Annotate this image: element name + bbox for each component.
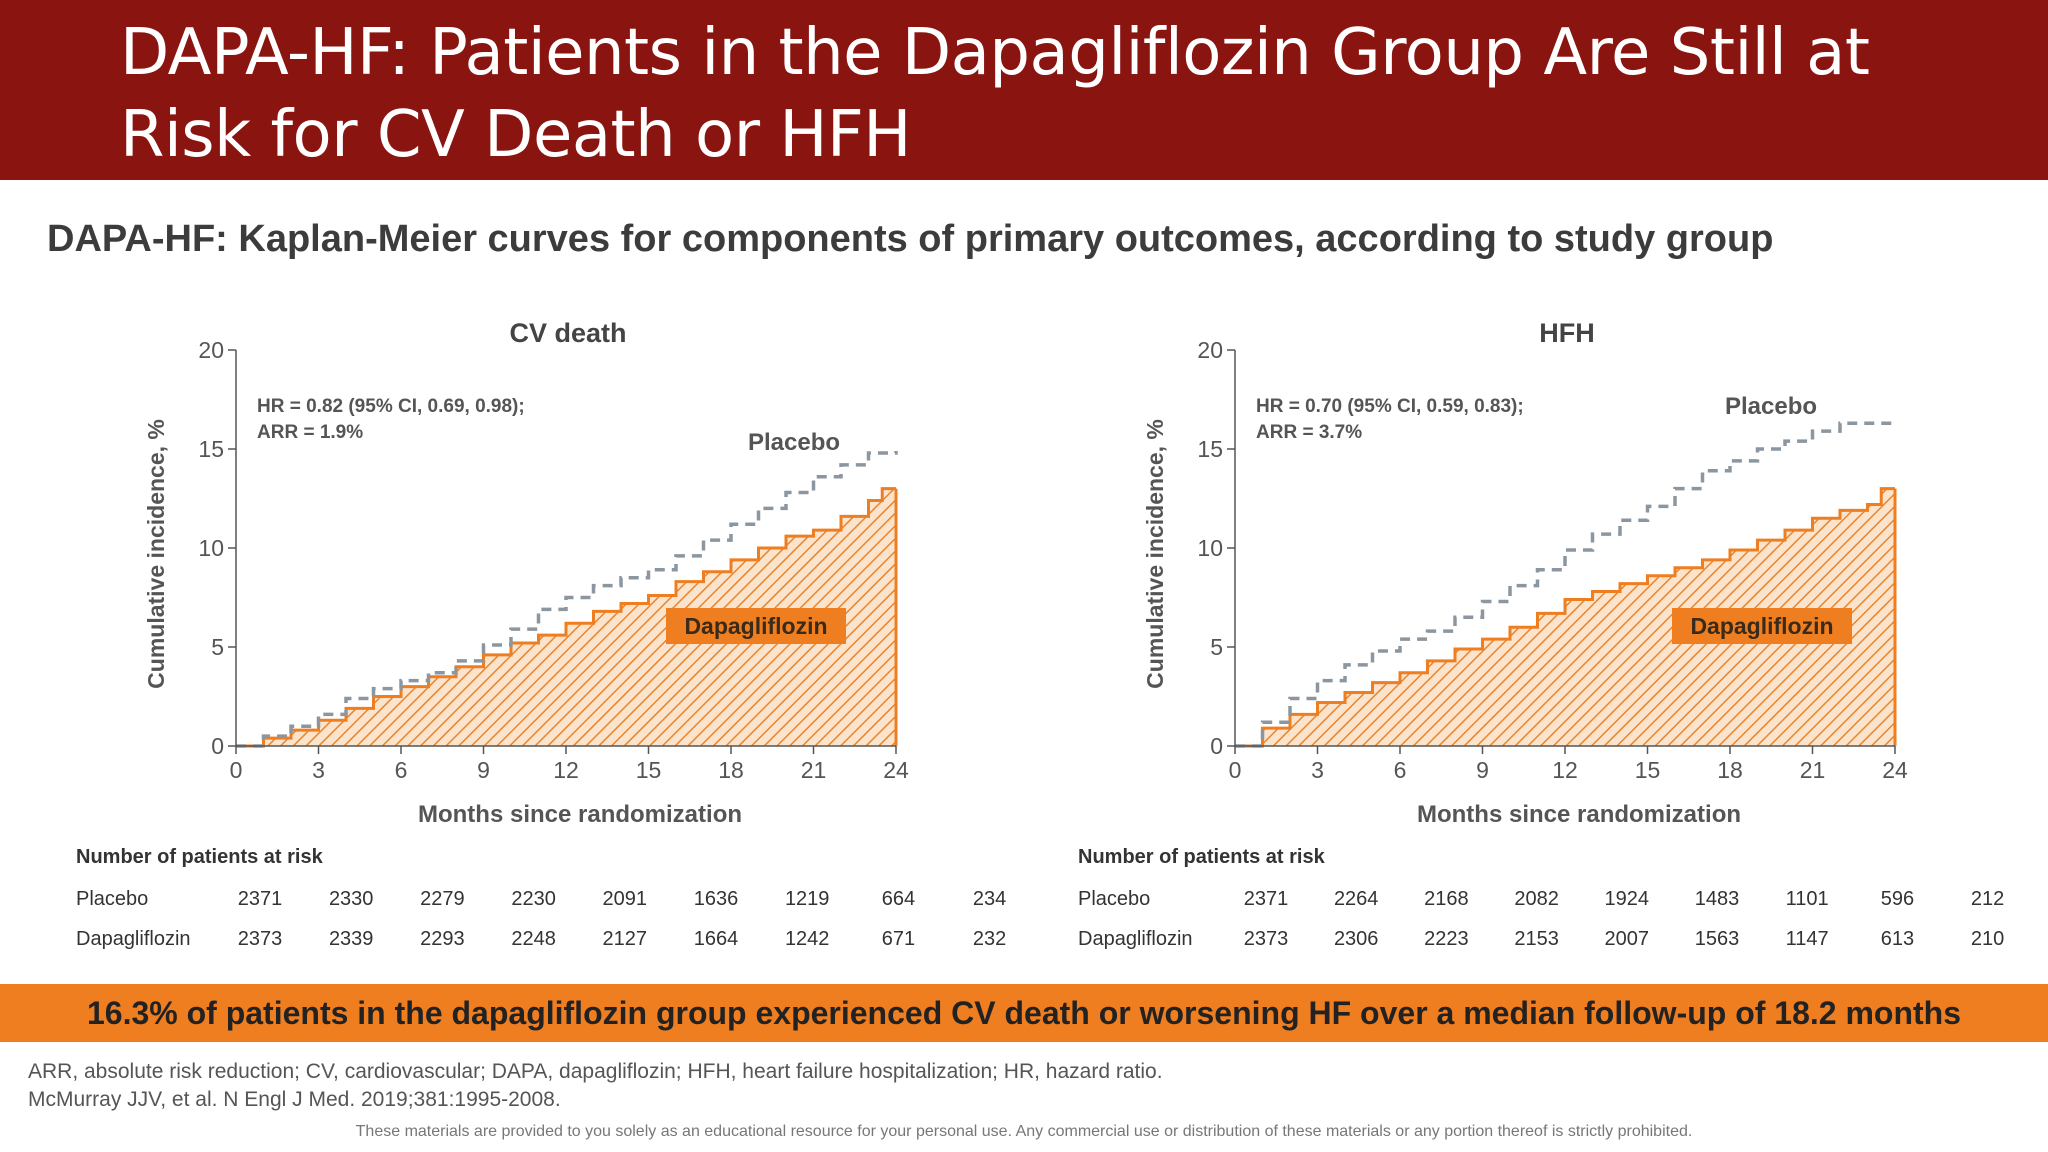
- x-tick-label-hfh: 0: [1229, 757, 1242, 783]
- x-tick-label-cv-death: 24: [883, 757, 909, 783]
- x-axis-title-cv-death: Months since randomization: [418, 801, 742, 828]
- hr-annotation-cv-death: HR = 0.82 (95% CI, 0.69, 0.98);: [257, 396, 525, 417]
- placebo-label-hfh: Placebo: [1725, 393, 1817, 420]
- risk-count: 1219: [784, 888, 830, 910]
- y-axis-title-hfh: Cumulative incidence, %: [1142, 419, 1168, 689]
- risk-count: 1242: [784, 928, 830, 950]
- disclaimer: These materials are provided to you sole…: [355, 1123, 1693, 1140]
- risk-count: 2127: [602, 928, 648, 950]
- x-tick-label-hfh: 3: [1311, 757, 1324, 783]
- y-tick-label-cv-death: 5: [211, 634, 224, 660]
- chart-title-hfh: HFH: [1539, 318, 1595, 348]
- risk-row-label: Placebo: [1078, 888, 1151, 910]
- risk-count: 2293: [420, 928, 465, 950]
- risk-count: 232: [972, 928, 1007, 950]
- risk-count: 671: [881, 928, 916, 950]
- risk-count: 2248: [511, 928, 556, 950]
- risk-count: 2264: [1333, 888, 1379, 910]
- risk-count: 2373: [237, 928, 283, 950]
- risk-table-title: Number of patients at risk: [76, 846, 323, 868]
- x-tick-label-hfh: 6: [1394, 757, 1407, 783]
- y-tick-label-cv-death: 10: [198, 535, 224, 561]
- title-bar: DAPA-HF: Patients in the Dapagliflozin G…: [0, 0, 2048, 180]
- x-tick-label-hfh: 21: [1800, 757, 1826, 783]
- risk-table-title: Number of patients at risk: [1078, 846, 1325, 868]
- y-tick-label-hfh: 0: [1210, 733, 1223, 759]
- x-tick-label-hfh: 24: [1882, 757, 1908, 783]
- x-tick-label-cv-death: 3: [312, 757, 325, 783]
- dapagliflozin-curve-cv-death: [236, 487, 896, 748]
- risk-count: 1147: [1785, 928, 1829, 950]
- slide-subtitle: DAPA-HF: Kaplan-Meier curves for compone…: [47, 218, 1774, 260]
- y-tick-label-hfh: 20: [1197, 337, 1223, 363]
- hr-annotation-hfh: HR = 0.70 (95% CI, 0.59, 0.83);: [1256, 396, 1524, 417]
- y-tick-label-hfh: 15: [1197, 436, 1223, 462]
- placebo-curve-cv-death: [236, 450, 898, 748]
- x-tick-label-cv-death: 18: [718, 757, 744, 783]
- risk-count: 212: [1970, 888, 2005, 910]
- risk-count: 2091: [602, 888, 648, 910]
- risk-count: 2330: [328, 888, 374, 910]
- risk-count: 210: [1970, 928, 2005, 950]
- risk-count: 2306: [1333, 928, 1379, 950]
- footnote-abbreviations: ARR, absolute risk reduction; CV, cardio…: [28, 1060, 1163, 1083]
- risk-count: 2279: [420, 888, 465, 910]
- dapagliflozin-label-box-hfh: [1672, 608, 1852, 644]
- dapagliflozin-label-box-cv-death: [666, 608, 846, 644]
- dapagliflozin-area-cv-death: [236, 488, 896, 746]
- risk-count: 2339: [328, 928, 374, 950]
- y-axis-title-cv-death: Cumulative incidence, %: [143, 419, 169, 689]
- y-tick-label-hfh: 5: [1210, 634, 1223, 660]
- x-tick-label-cv-death: 9: [477, 757, 490, 783]
- km-charts: 0 5 10 15 20 0 3 6 9 12 15 18 21 24 CV death Months sin…: [143, 318, 1908, 828]
- dapagliflozin-curve-hfh: [1235, 487, 1895, 748]
- risk-count: 2230: [511, 888, 556, 910]
- x-tick-label-hfh: 12: [1552, 757, 1578, 783]
- x-tick-label-hfh: 9: [1476, 757, 1489, 783]
- risk-count: 2153: [1514, 928, 1559, 950]
- risk-row-label: Dapagliflozin: [1078, 928, 1193, 950]
- risk-count: 613: [1880, 928, 1915, 950]
- risk-count: 2371: [237, 888, 283, 910]
- y-tick-label-cv-death: 0: [211, 733, 224, 759]
- risk-row-label: Dapagliflozin: [76, 928, 191, 950]
- key-finding-banner: 16.3% of patients in the dapagliflozin g…: [0, 984, 2048, 1042]
- risk-count: 2007: [1604, 928, 1650, 950]
- risk-count: 664: [881, 888, 916, 910]
- risk-count: 1636: [693, 888, 739, 910]
- x-tick-label-hfh: 15: [1635, 757, 1661, 783]
- risk-row-label: Placebo: [76, 888, 149, 910]
- x-axis-title-hfh: Months since randomization: [1417, 801, 1741, 828]
- x-tick-label-cv-death: 21: [801, 757, 827, 783]
- arr-annotation-hfh: ARR = 3.7%: [1256, 422, 1362, 443]
- x-tick-label-cv-death: 6: [395, 757, 408, 783]
- risk-count: 2371: [1243, 888, 1289, 910]
- placebo-label-cv-death: Placebo: [748, 429, 840, 456]
- x-tick-label-hfh: 18: [1717, 757, 1743, 783]
- dapagliflozin-label-cv-death: Dapagliflozin: [684, 613, 827, 639]
- risk-count: 1483: [1694, 888, 1740, 910]
- footnote-reference: McMurray JJV, et al. N Engl J Med. 2019;…: [28, 1088, 561, 1111]
- risk-count: 234: [972, 888, 1007, 910]
- y-tick-label-cv-death: 20: [198, 337, 224, 363]
- x-tick-label-cv-death: 0: [230, 757, 243, 783]
- y-tick-label-cv-death: 15: [198, 436, 224, 462]
- x-tick-label-cv-death: 15: [636, 757, 662, 783]
- arr-annotation-cv-death: ARR = 1.9%: [257, 422, 363, 443]
- y-tick-label-hfh: 10: [1197, 535, 1223, 561]
- risk-count: 1664: [693, 928, 739, 950]
- chart-title-cv-death: CV death: [509, 318, 626, 348]
- risk-count: 1563: [1694, 928, 1740, 950]
- risk-count: 2082: [1514, 888, 1559, 910]
- dapagliflozin-label-hfh: Dapagliflozin: [1690, 613, 1833, 639]
- risk-count: 1924: [1604, 888, 1650, 910]
- risk-count: 2373: [1243, 928, 1289, 950]
- x-tick-label-cv-death: 12: [553, 757, 579, 783]
- risk-count: 1101: [1785, 888, 1829, 910]
- risk-count: 596: [1880, 888, 1915, 910]
- banner-text: 16.3% of patients in the dapagliflozin g…: [86, 995, 1962, 1031]
- risk-count: 2223: [1424, 928, 1469, 950]
- risk-count: 2168: [1424, 888, 1469, 910]
- slide-title: DAPA-HF: Patients in the Dapagliflozin G…: [120, 16, 1870, 172]
